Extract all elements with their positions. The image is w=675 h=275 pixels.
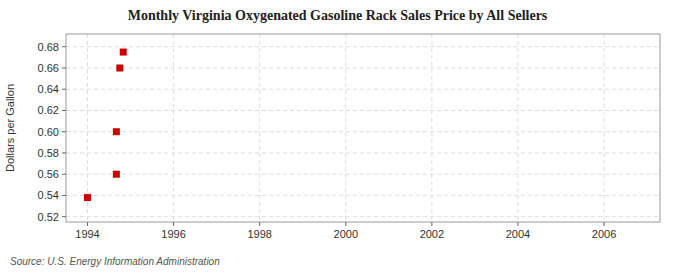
y-tick (62, 89, 66, 90)
grid-line-y (66, 131, 660, 132)
y-tick (62, 195, 66, 196)
grid (66, 34, 660, 222)
point (120, 49, 127, 56)
chart-title: Monthly Virginia Oxygenated Gasoline Rac… (128, 8, 548, 23)
y-axis-label: Dollars per Gallon (4, 84, 16, 172)
y-tick-label: 0.56 (38, 168, 59, 180)
point (113, 171, 120, 178)
y-tick (62, 131, 66, 132)
grid-line-y (66, 46, 660, 47)
x-tick-label: 2000 (334, 228, 358, 240)
y-tick-label: 0.58 (38, 147, 59, 159)
x-tick-label: 2006 (592, 228, 616, 240)
grid-line-x (345, 34, 346, 222)
data-points (84, 49, 127, 202)
grid-line-y (66, 110, 660, 111)
y-tick-label: 0.68 (38, 41, 59, 53)
grid-line-x (517, 34, 518, 222)
grid-line-y (66, 67, 660, 68)
y-tick (62, 67, 66, 68)
grid-line-x (259, 34, 260, 222)
grid-line-y (66, 152, 660, 153)
point (116, 64, 123, 71)
y-tick-label: 0.60 (38, 126, 59, 138)
point (84, 194, 91, 201)
grid-line-y (66, 89, 660, 90)
y-tick-label: 0.64 (38, 83, 59, 95)
grid-line-x (431, 34, 432, 222)
plot-frame (66, 34, 660, 222)
x-tick (345, 222, 346, 226)
y-tick (62, 46, 66, 47)
x-tick (431, 222, 432, 226)
grid-line-x (87, 34, 88, 222)
grid-line-y (66, 195, 660, 196)
source-note: Source: U.S. Energy Information Administ… (10, 256, 220, 267)
y-tick (62, 174, 66, 175)
x-tick-label: 1998 (247, 228, 271, 240)
grid-line-y (66, 174, 660, 175)
y-tick (62, 216, 66, 217)
x-tick-label: 1996 (161, 228, 185, 240)
x-tick-label: 1994 (75, 228, 99, 240)
plot-area (66, 34, 660, 222)
y-tick-label: 0.52 (38, 211, 59, 223)
x-tick (173, 222, 174, 226)
x-tick (87, 222, 88, 226)
y-tick (62, 152, 66, 153)
y-tick-label: 0.62 (38, 104, 59, 116)
point (113, 128, 120, 135)
chart-svg: 1994 1996 1998 2000 2002 2004 2006 0.52 0.54 0.56… (0, 0, 675, 275)
y-tick-label: 0.54 (38, 189, 59, 201)
x-tick-label: 2004 (506, 228, 530, 240)
x-tick-label: 2002 (420, 228, 444, 240)
grid-line-x (173, 34, 174, 222)
axes: 1994 1996 1998 2000 2002 2004 2006 0.52 0.54 0.56… (38, 41, 617, 240)
x-tick (604, 222, 605, 226)
chart-container: 1994 1996 1998 2000 2002 2004 2006 0.52 0.54 0.56… (0, 0, 675, 275)
y-tick (62, 110, 66, 111)
grid-line-x (604, 34, 605, 222)
y-tick-label: 0.66 (38, 62, 59, 74)
x-tick (517, 222, 518, 226)
x-tick (259, 222, 260, 226)
grid-line-y (66, 216, 660, 217)
